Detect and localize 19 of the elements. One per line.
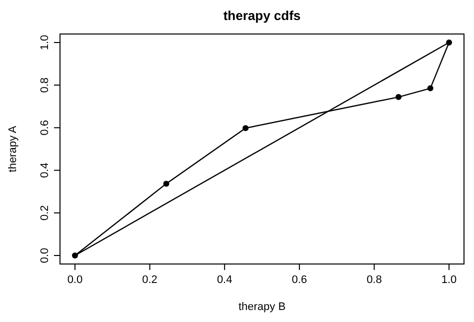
y-tick-label: 0.8 <box>39 77 51 93</box>
point <box>242 125 249 132</box>
y-tick-label: 1.0 <box>39 34 51 50</box>
x-tick-label: 0.8 <box>366 274 382 286</box>
x-tick-label: 0.2 <box>142 274 158 286</box>
x-axis-title: therapy B <box>238 301 286 313</box>
point <box>396 94 402 100</box>
x-tick-label: 0.4 <box>216 274 232 286</box>
point <box>163 180 170 187</box>
x-tick-label: 0.6 <box>292 274 308 286</box>
y-axis-title: therapy A <box>7 125 19 172</box>
x-tick-label: 0.0 <box>67 274 83 286</box>
y-tick-label: 0.4 <box>39 162 51 178</box>
point <box>427 85 434 92</box>
y-tick-label: 0.2 <box>39 205 51 221</box>
chart-title: therapy cdfs <box>223 8 301 23</box>
y-tick-label: 0.0 <box>39 248 51 264</box>
y-tick-label: 0.6 <box>39 120 51 136</box>
x-tick-label: 1.0 <box>441 274 457 286</box>
